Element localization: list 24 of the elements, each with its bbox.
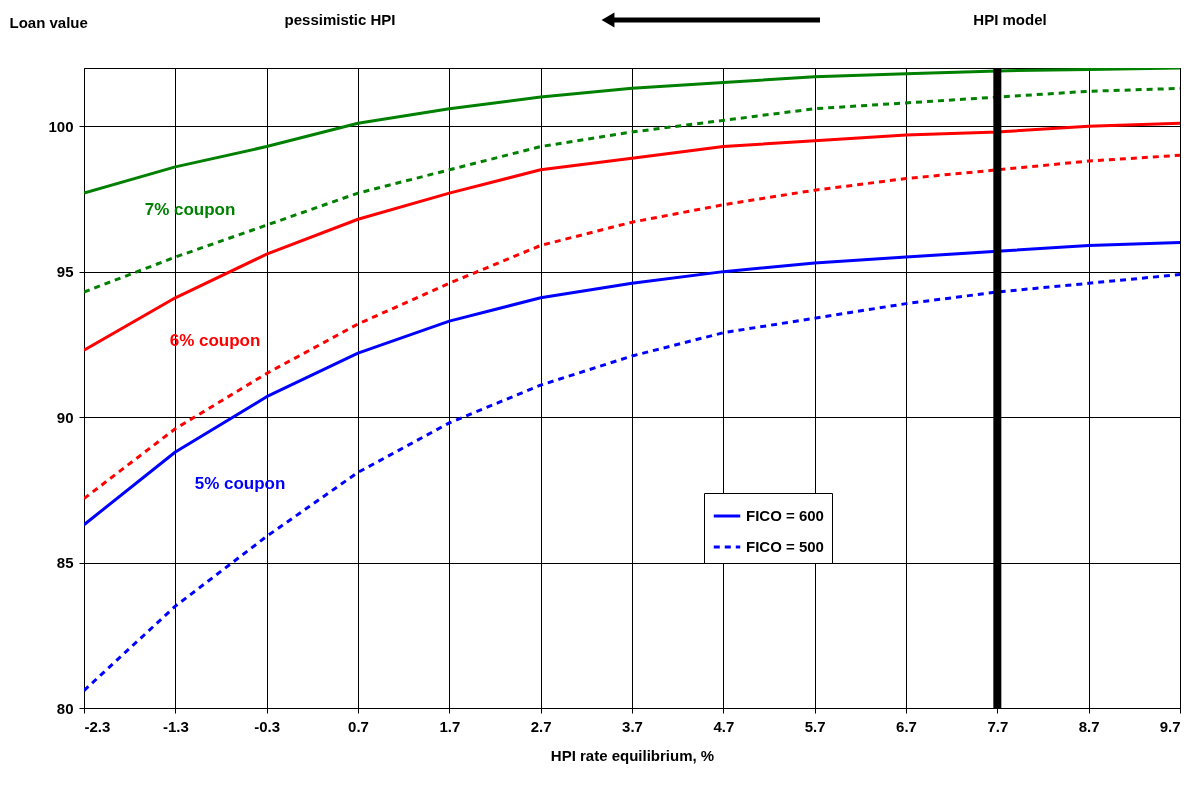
text: HPI model xyxy=(973,11,1047,28)
y-axis-title: Loan value xyxy=(9,13,88,31)
x-tick-label: -2.3 xyxy=(84,717,111,735)
legend-label: FICO = 600 xyxy=(746,507,824,524)
x-tick-label: 8.7 xyxy=(1078,717,1100,735)
y-tick-label: 80 xyxy=(56,699,74,717)
y-tick-label: 90 xyxy=(56,408,74,426)
x-axis-title: HPI rate equilibrium, % xyxy=(550,746,715,764)
x-tick-label: -0.3 xyxy=(254,717,281,735)
y-tick-label: 100 xyxy=(48,117,74,135)
x-tick-label: 6.7 xyxy=(896,717,917,735)
x-tick-label: 9.7 xyxy=(1159,717,1181,735)
x-tick-label: 4.7 xyxy=(713,717,735,735)
x-tick-label: -1.3 xyxy=(162,717,189,735)
legend-label: FICO = 500 xyxy=(746,538,824,555)
y-tick-label: 85 xyxy=(56,554,74,572)
x-tick-label: 1.7 xyxy=(439,717,461,735)
x-tick-label: 5.7 xyxy=(804,717,826,735)
x-tick-label: 0.7 xyxy=(348,717,369,735)
x-tick-label: 7.7 xyxy=(987,717,1009,735)
text: pessimistic HPI xyxy=(284,11,396,28)
y-tick-label: 95 xyxy=(56,263,74,281)
x-tick-label: 2.7 xyxy=(530,717,552,735)
x-tick-label: 3.7 xyxy=(622,717,643,735)
